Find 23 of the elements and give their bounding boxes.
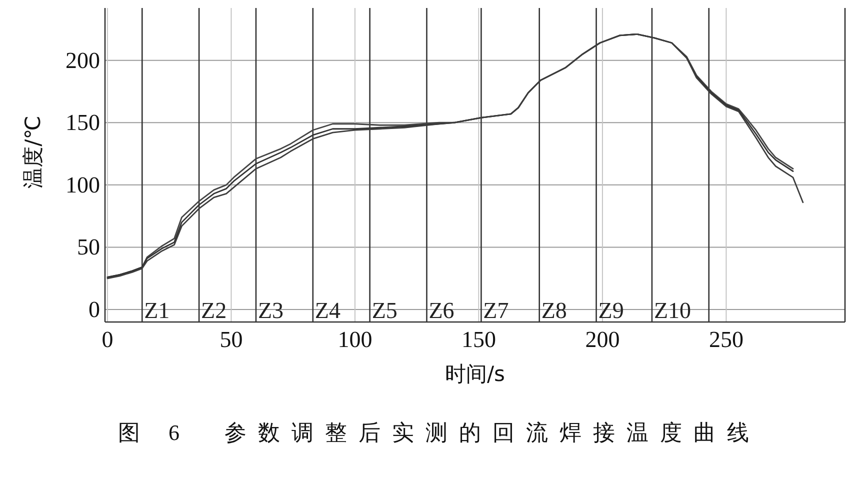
y-tick-label: 150 — [66, 110, 100, 136]
y-tick-label: 100 — [66, 172, 100, 198]
y-axis-title: 温度/℃ — [21, 116, 45, 188]
x-tick-label: 100 — [338, 327, 372, 352]
ref-line-label: Z7 — [483, 298, 509, 323]
ref-line-label: Z1 — [144, 298, 170, 323]
ref-line-label: Z3 — [258, 298, 284, 323]
x-tick-label: 50 — [220, 327, 243, 352]
text: 图 6 参数调整后实测的回流焊接温度曲线 — [118, 420, 760, 445]
ref-line-label: Z9 — [598, 298, 624, 323]
y-tick-label: 0 — [88, 297, 100, 322]
ref-line-label: Z4 — [314, 298, 341, 323]
ref-line-label: Z2 — [201, 298, 227, 323]
ref-line-label: Z5 — [372, 298, 398, 323]
x-tick-label: 200 — [585, 327, 620, 352]
ref-line-label: Z8 — [541, 298, 567, 323]
y-tick-label: 50 — [77, 234, 100, 260]
x-tick-label: 150 — [461, 327, 496, 352]
x-tick-label: 250 — [708, 327, 744, 352]
x-axis-title: 时间/s — [444, 362, 506, 386]
y-tick-label: 200 — [66, 48, 100, 73]
ref-line-label: Z10 — [654, 298, 692, 323]
ref-line-label: Z6 — [428, 298, 454, 323]
